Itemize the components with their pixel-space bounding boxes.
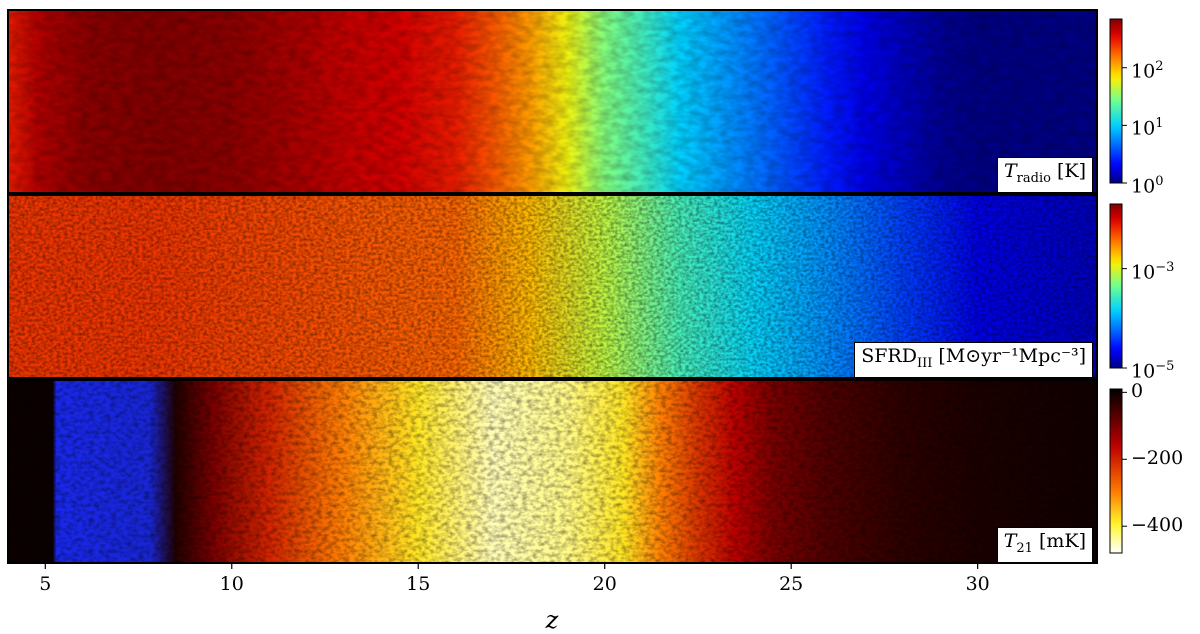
panel-frame-SFRD_III: [7, 194, 1098, 379]
x-tick-label: 5: [39, 573, 52, 595]
colorbar-T_21: [1109, 388, 1123, 554]
panel-frame-T_radio: [7, 9, 1098, 194]
colorbar-tick-label: 100: [1131, 174, 1164, 198]
colorbar-tick-label: 101: [1131, 116, 1164, 140]
panel-T_21: [7, 379, 1098, 564]
panel-label-T_21: T21 [mK]: [996, 527, 1093, 563]
heatmap-texture-T_21: [8, 380, 1097, 563]
panel-frame-T_21: [7, 379, 1098, 564]
colorbar-tick-label: 0: [1131, 380, 1144, 403]
x-tick-label: 10: [219, 573, 244, 595]
x-tick-label: 25: [779, 573, 804, 595]
panel-label-SFRD_III: SFRDIII [M⊙yr⁻¹Mpc⁻³]: [854, 342, 1093, 378]
colorbar-T_radio: [1109, 18, 1123, 184]
colorbar-tick-label: 102: [1131, 58, 1164, 83]
colorbar-tick-label: −400: [1131, 514, 1184, 537]
x-axis-label: z: [545, 606, 559, 634]
colorbar-tick-label: −200: [1131, 447, 1184, 470]
x-tick-label: 20: [592, 573, 617, 595]
x-tick-label: 15: [406, 573, 431, 595]
colorbar-SFRD_III: [1109, 203, 1123, 369]
colorbar-tick-label: 10−3: [1131, 259, 1175, 283]
x-tick-label: 30: [965, 573, 990, 595]
panel-label-T_radio: Tradio [K]: [996, 157, 1093, 193]
panel-T_radio: [7, 9, 1098, 194]
heatmap-texture-T_radio: [8, 10, 1097, 193]
colorbar-tick-label: 10−5: [1131, 359, 1175, 383]
